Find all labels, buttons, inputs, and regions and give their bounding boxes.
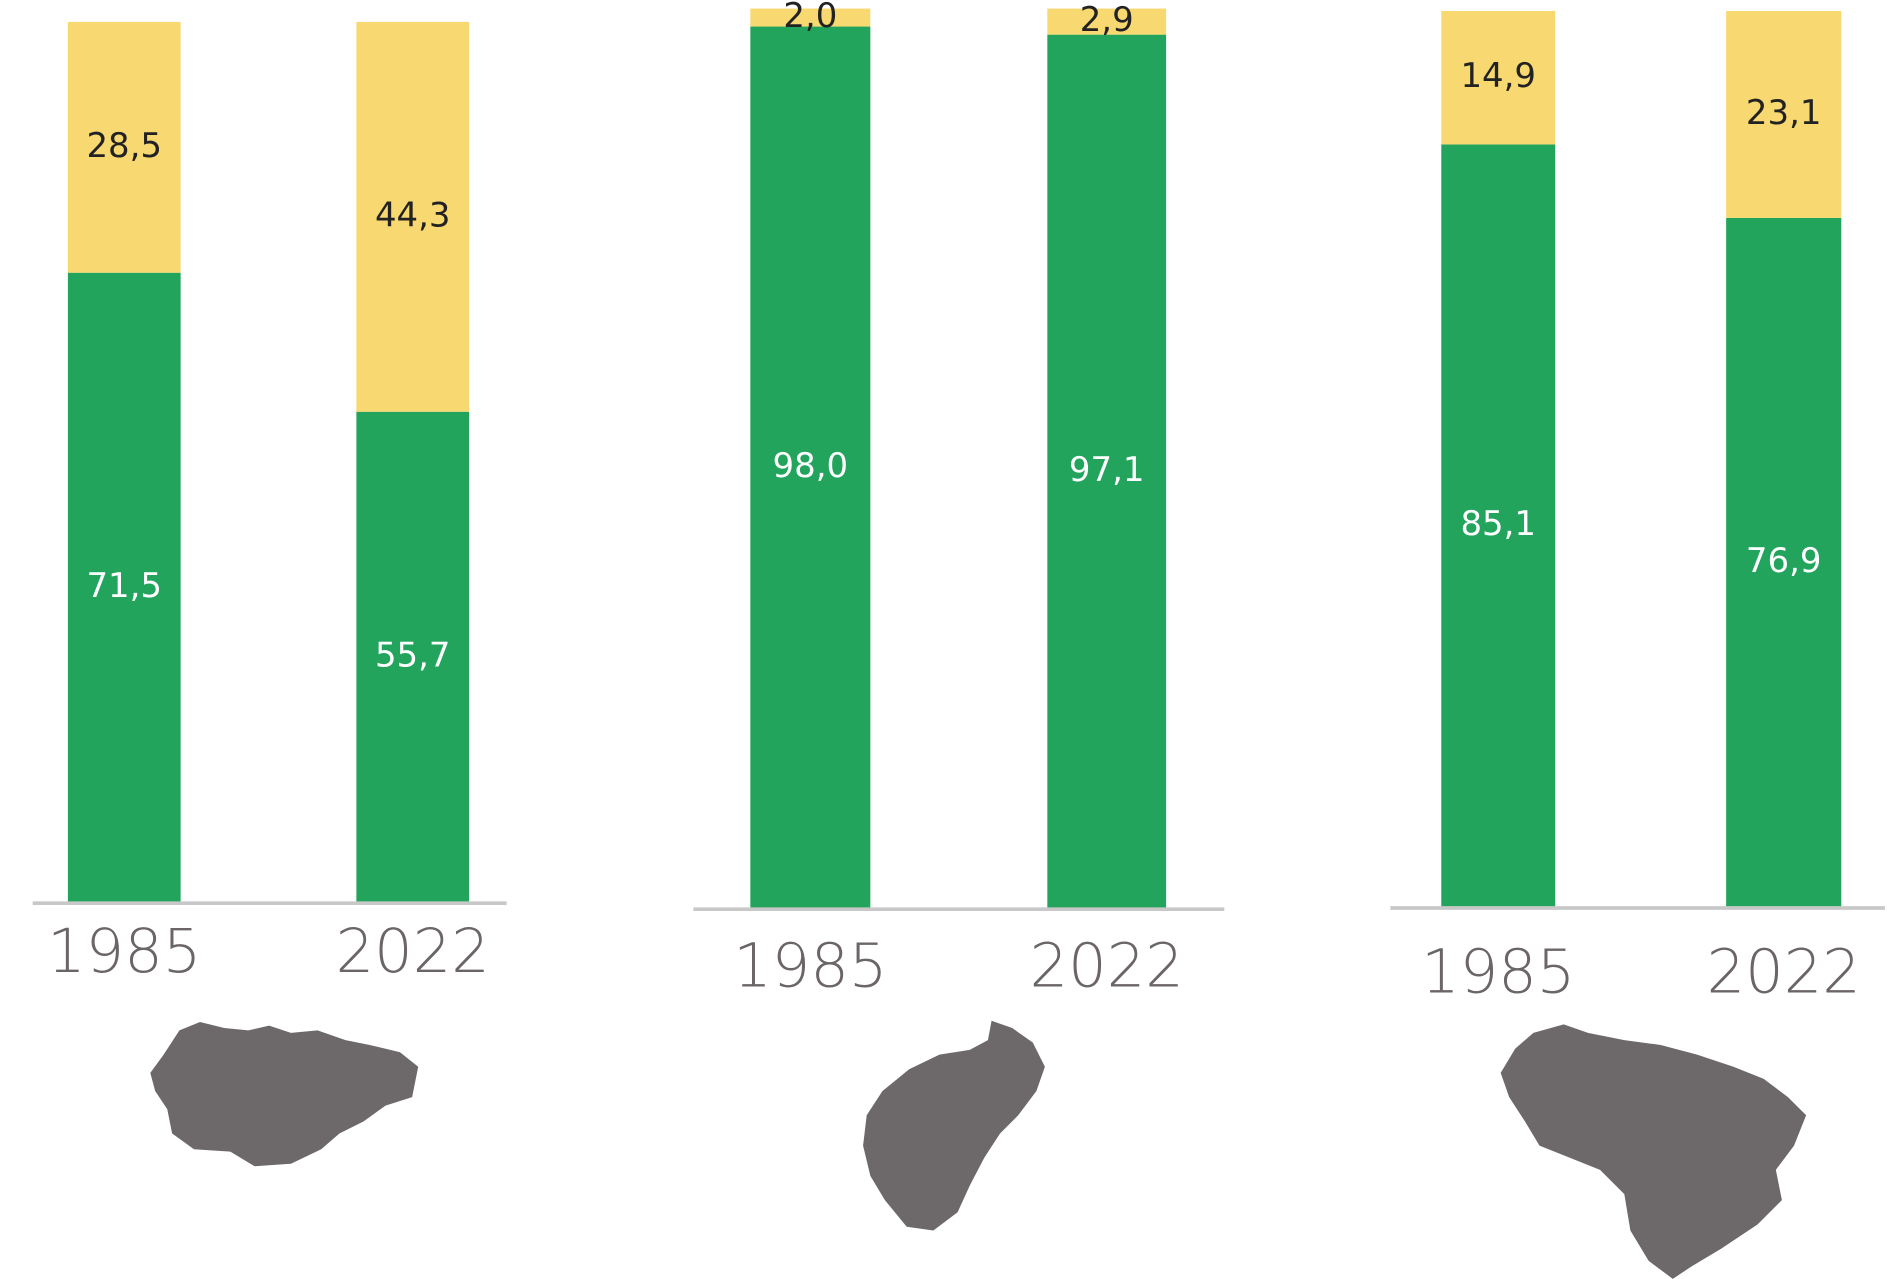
bar-segment	[1441, 10, 1556, 145]
map-region	[1500, 1024, 1807, 1279]
bar-segment	[1726, 217, 1842, 907]
value-label: 2,9	[1080, 0, 1134, 40]
x-tick-label: 1985	[1421, 937, 1575, 1007]
value-label: 85,1	[1460, 504, 1536, 544]
bar-segment	[67, 21, 181, 273]
bar-segment	[750, 8, 871, 27]
value-label: 55,7	[375, 635, 451, 675]
x-tick-label: 2022	[1707, 937, 1861, 1007]
value-label: 14,9	[1460, 56, 1536, 96]
value-label: 2,0	[783, 0, 837, 36]
map-region	[150, 1021, 419, 1167]
bar-segment	[1047, 8, 1167, 35]
value-label: 76,9	[1746, 541, 1822, 581]
bar-segment	[750, 26, 871, 908]
bar-segment	[356, 21, 470, 412]
x-tick-label: 2022	[336, 917, 490, 987]
bar-segment	[356, 411, 470, 902]
value-label: 23,1	[1746, 93, 1822, 133]
bar-segment	[1726, 10, 1842, 218]
value-label: 28,5	[86, 126, 162, 166]
x-tick-label: 1985	[733, 931, 887, 1001]
value-label: 97,1	[1069, 450, 1145, 490]
value-label: 71,5	[86, 566, 162, 606]
x-tick-label: 2022	[1030, 931, 1184, 1001]
x-tick-label: 1985	[47, 917, 201, 987]
bar-segment	[1441, 144, 1556, 907]
map-region	[863, 1020, 1045, 1231]
bar-segment	[1047, 34, 1167, 908]
value-label: 44,3	[375, 195, 451, 235]
value-label: 98,0	[773, 446, 849, 486]
bar-segment	[67, 272, 181, 902]
